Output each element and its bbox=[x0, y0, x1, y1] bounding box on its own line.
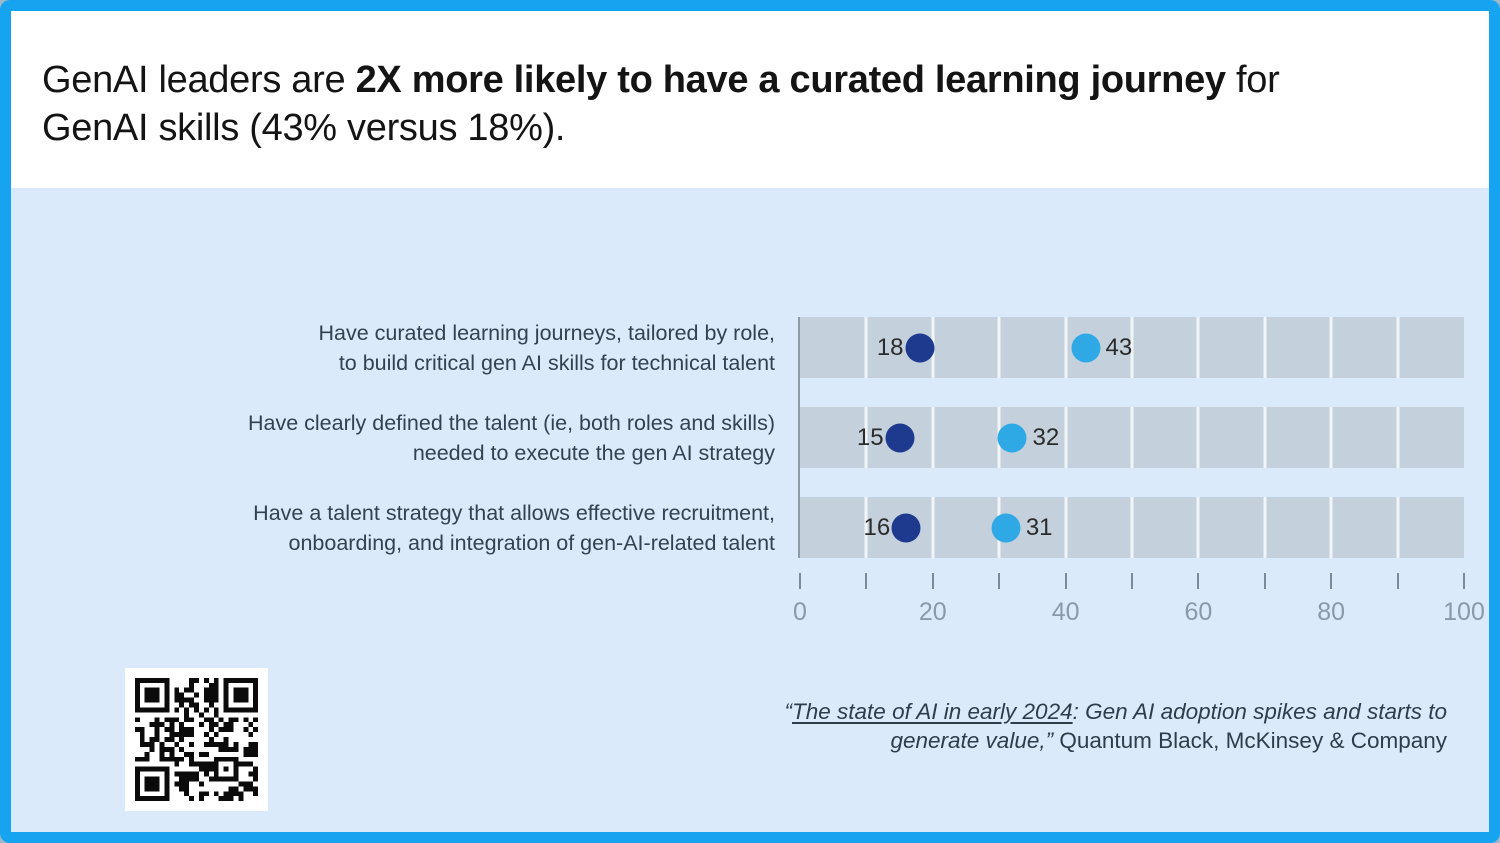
gridline bbox=[931, 497, 935, 558]
gridline bbox=[1263, 497, 1267, 558]
gridline bbox=[1064, 317, 1068, 378]
value-label: 43 bbox=[1105, 333, 1133, 361]
gridline bbox=[1064, 407, 1068, 468]
bar-track: 18 43 bbox=[800, 317, 1464, 378]
gridline bbox=[864, 407, 868, 468]
axis-tick-label: 80 bbox=[1317, 598, 1346, 626]
axis-tick bbox=[1463, 573, 1465, 589]
category-label: Have clearly defined the talent (ie, bot… bbox=[247, 410, 775, 465]
title-line-2: GenAI skills (43% versus 18%). bbox=[42, 107, 566, 149]
gridline bbox=[1329, 497, 1333, 558]
axis-tick-label: 20 bbox=[918, 598, 947, 626]
axis-tick bbox=[1197, 573, 1200, 589]
bar-track: 15 32 bbox=[800, 407, 1464, 468]
gridline bbox=[1263, 407, 1267, 468]
y-axis-line bbox=[798, 317, 800, 558]
source-citation: “The state of AI in early 2024: Gen AI a… bbox=[687, 698, 1447, 755]
source-line-2: generate value,” Quantum Black, McKinsey… bbox=[890, 727, 1447, 753]
source-link[interactable]: The state of AI in early 2024 bbox=[792, 699, 1073, 724]
gridline bbox=[1196, 407, 1200, 468]
gridline bbox=[1396, 317, 1400, 378]
gridline bbox=[864, 497, 868, 558]
x-axis: 0 20 40 60 80 100 bbox=[793, 573, 1485, 633]
gridline bbox=[1130, 317, 1134, 378]
light-blue-dot bbox=[997, 423, 1027, 452]
page-title: GenAI leaders are 2X more likely to have… bbox=[42, 56, 1449, 152]
axis-tick bbox=[998, 573, 1001, 589]
axis-tick bbox=[1064, 573, 1067, 589]
axis-tick bbox=[1263, 573, 1266, 589]
dark-blue-dot bbox=[891, 513, 921, 542]
dot-plot-chart: Have curated learning journeys, tailored… bbox=[200, 317, 1489, 633]
gridline bbox=[997, 317, 1001, 378]
value-label: 32 bbox=[1032, 423, 1060, 451]
gridline bbox=[864, 317, 868, 378]
axis-tick-label: 60 bbox=[1184, 598, 1213, 626]
category-label: Have curated learning journeys, tailored… bbox=[318, 320, 775, 375]
gridline bbox=[1064, 497, 1068, 558]
value-label: 15 bbox=[856, 423, 884, 451]
qr-code-image bbox=[125, 668, 268, 811]
axis-tick bbox=[1131, 573, 1133, 589]
axis-tick-label: 40 bbox=[1051, 598, 1080, 626]
gridline bbox=[1130, 407, 1134, 468]
gridline bbox=[1130, 497, 1134, 558]
axis-tick bbox=[1330, 573, 1333, 589]
axis-tick bbox=[1396, 573, 1399, 589]
gridline bbox=[1196, 497, 1200, 558]
value-label: 18 bbox=[876, 333, 904, 361]
axis-tick-label: 0 bbox=[793, 598, 807, 626]
gridline bbox=[931, 407, 935, 468]
gridline bbox=[1396, 497, 1400, 558]
qr-code bbox=[125, 668, 268, 811]
value-label: 16 bbox=[863, 513, 891, 541]
axis-tick-label: 100 bbox=[1443, 598, 1485, 626]
plot-area: Have curated learning journeys, tailored… bbox=[200, 317, 1489, 558]
category-label: Have a talent strategy that allows effec… bbox=[253, 500, 775, 555]
bar-row: Have a talent strategy that allows effec… bbox=[200, 497, 1489, 558]
gridline bbox=[1196, 317, 1200, 378]
axis-tick bbox=[865, 573, 868, 589]
axis-tick bbox=[799, 573, 801, 589]
gridline bbox=[1263, 317, 1267, 378]
dark-blue-dot bbox=[905, 333, 935, 362]
bar-row: Have clearly defined the talent (ie, bot… bbox=[200, 407, 1489, 468]
source-line-1: “The state of AI in early 2024: Gen AI a… bbox=[784, 699, 1447, 724]
gridline bbox=[1396, 407, 1400, 468]
header: GenAI leaders are 2X more likely to have… bbox=[11, 11, 1489, 188]
gridline bbox=[1329, 407, 1333, 468]
gridline bbox=[1329, 317, 1333, 378]
bar-row: Have curated learning journeys, tailored… bbox=[200, 317, 1489, 378]
value-label: 31 bbox=[1025, 513, 1053, 541]
light-blue-dot bbox=[1071, 333, 1101, 362]
axis-tick bbox=[931, 573, 934, 589]
light-blue-dot bbox=[991, 513, 1021, 542]
bar-track: 16 31 bbox=[800, 497, 1464, 558]
dark-blue-dot bbox=[885, 423, 915, 452]
title-line-1: GenAI leaders are 2X more likely to have… bbox=[42, 59, 1280, 101]
